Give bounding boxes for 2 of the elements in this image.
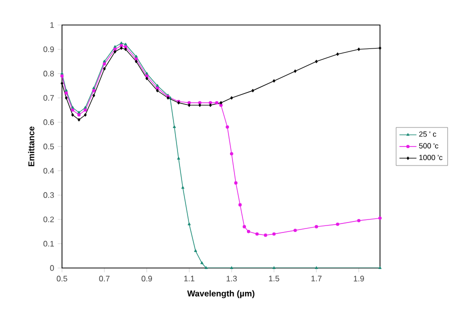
x-axis-title: Wavelength (µm) (187, 290, 254, 298)
y-axis-title: Emittance (28, 126, 34, 166)
